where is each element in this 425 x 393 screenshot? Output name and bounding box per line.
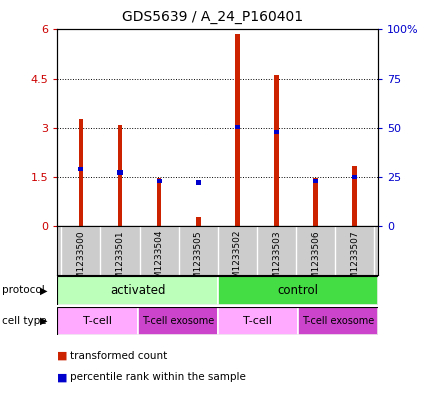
Bar — [313, 178, 318, 226]
Text: T-cell: T-cell — [83, 316, 112, 326]
Text: activated: activated — [110, 284, 165, 297]
Bar — [298, 307, 378, 335]
Text: ■: ■ — [57, 372, 68, 382]
Text: GSM1233505: GSM1233505 — [194, 230, 203, 290]
Text: transformed count: transformed count — [70, 351, 167, 361]
Text: GSM1233504: GSM1233504 — [155, 230, 164, 290]
Text: GSM1233507: GSM1233507 — [350, 230, 359, 290]
Bar — [57, 276, 218, 305]
Bar — [235, 35, 240, 226]
Bar — [196, 180, 201, 185]
Text: GSM1233502: GSM1233502 — [233, 230, 242, 290]
Bar — [78, 167, 83, 171]
Text: T-cell exosome: T-cell exosome — [142, 316, 214, 326]
Text: percentile rank within the sample: percentile rank within the sample — [70, 372, 246, 382]
Text: ▶: ▶ — [40, 285, 47, 296]
Text: cell type: cell type — [2, 316, 47, 326]
Bar — [274, 130, 279, 134]
Text: GSM1233501: GSM1233501 — [116, 230, 125, 290]
Bar — [79, 119, 83, 226]
Bar — [313, 179, 318, 183]
Text: GDS5639 / A_24_P160401: GDS5639 / A_24_P160401 — [122, 10, 303, 24]
Text: GSM1233506: GSM1233506 — [311, 230, 320, 290]
Bar — [157, 178, 162, 226]
Text: GSM1233503: GSM1233503 — [272, 230, 281, 290]
Text: ▶: ▶ — [40, 316, 47, 326]
Bar — [118, 125, 122, 226]
Bar — [274, 75, 279, 226]
Text: T-cell exosome: T-cell exosome — [302, 316, 374, 326]
Bar — [156, 179, 162, 183]
Bar — [117, 171, 122, 175]
Text: ■: ■ — [57, 351, 68, 361]
Bar — [196, 217, 201, 226]
Text: control: control — [278, 284, 318, 297]
Text: protocol: protocol — [2, 285, 45, 296]
Bar — [218, 307, 298, 335]
Text: GSM1233500: GSM1233500 — [76, 230, 85, 290]
Bar — [138, 307, 218, 335]
Bar — [57, 307, 138, 335]
Bar — [235, 125, 240, 129]
Text: T-cell: T-cell — [244, 316, 272, 326]
Bar — [352, 166, 357, 226]
Bar — [352, 175, 357, 179]
Bar — [218, 276, 378, 305]
